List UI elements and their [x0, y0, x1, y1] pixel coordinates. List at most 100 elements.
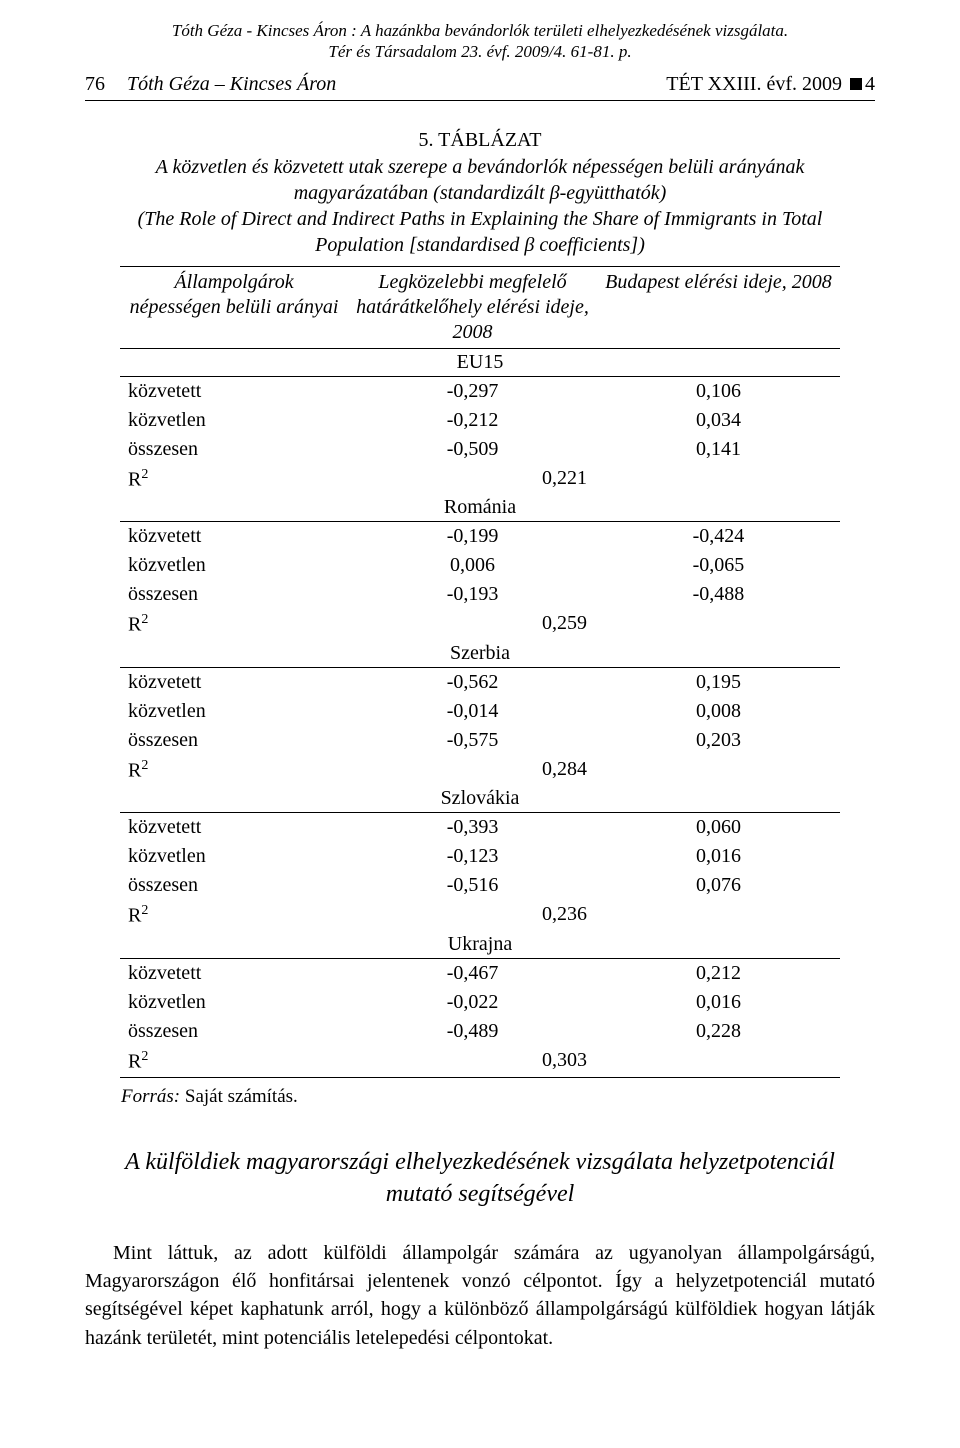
cell-value: -0,297 [348, 376, 597, 406]
cell-value: -0,123 [348, 842, 597, 871]
cell-value: 0,212 [597, 959, 840, 989]
cell-value: 0,008 [597, 697, 840, 726]
row-label: közvetett [120, 959, 348, 989]
section-name: Szlovákia [120, 785, 840, 813]
page-number: 76 [85, 73, 105, 96]
cell-value: 0,076 [597, 871, 840, 900]
r-squared-label: R2 [120, 1046, 348, 1077]
row-label: közvetlen [120, 842, 348, 871]
cell-value: -0,022 [348, 988, 597, 1017]
row-label: közvetlen [120, 406, 348, 435]
table-caption-hu: A közvetlen és közvetett utak szerepe a … [156, 156, 805, 204]
empty-cell [597, 464, 840, 495]
cell-value: -0,199 [348, 522, 597, 552]
table-section-header: Szerbia [120, 640, 840, 668]
table-section-header: Románia [120, 494, 840, 522]
table-row: közvetlen-0,0140,008 [120, 697, 840, 726]
table-row: összesen-0,4890,228 [120, 1017, 840, 1046]
citation-header: Tóth Géza - Kincses Áron : A hazánkba be… [85, 20, 875, 63]
empty-cell [597, 609, 840, 640]
cell-value: 0,034 [597, 406, 840, 435]
section-name: EU15 [120, 348, 840, 376]
row-label: közvetett [120, 522, 348, 552]
running-head-right: TÉT XXIII. évf. 2009 4 [666, 73, 875, 96]
table-row: közvetlen-0,1230,016 [120, 842, 840, 871]
running-head-authors: Tóth Géza – Kincses Áron [127, 73, 336, 96]
cell-value: -0,509 [348, 435, 597, 464]
table-row: összesen-0,5750,203 [120, 726, 840, 755]
cell-value: 0,203 [597, 726, 840, 755]
citation-line-1: Tóth Géza - Kincses Áron : A hazánkba be… [172, 21, 788, 40]
table-row: közvetlen-0,2120,034 [120, 406, 840, 435]
table-row: közvetett-0,199-0,424 [120, 522, 840, 552]
cell-value: -0,014 [348, 697, 597, 726]
row-label: összesen [120, 435, 348, 464]
table-row: közvetett-0,3930,060 [120, 813, 840, 843]
r-squared-label: R2 [120, 755, 348, 786]
table-row: összesen-0,5090,141 [120, 435, 840, 464]
r-squared-row: R20,284 [120, 755, 840, 786]
col-header-3: Budapest elérési ideje, 2008 [597, 266, 840, 348]
table-row: közvetlen-0,0220,016 [120, 988, 840, 1017]
row-label: közvetett [120, 376, 348, 406]
section-title: A külföldiek magyarországi elhelyezkedés… [125, 1146, 835, 1211]
cell-value: -0,488 [597, 580, 840, 609]
table-section-header: EU15 [120, 348, 840, 376]
body-paragraph: Mint láttuk, az adott külföldi állampolg… [85, 1239, 875, 1353]
table-caption-en: (The Role of Direct and Indirect Paths i… [138, 208, 823, 256]
col-header-1: Állampolgárok népességen belüli arányai [120, 266, 348, 348]
table-row: közvetett-0,5620,195 [120, 667, 840, 697]
issue-number: 4 [865, 73, 875, 95]
table-caption: A közvetlen és közvetett utak szerepe a … [115, 154, 845, 258]
running-head-left: 76 Tóth Géza – Kincses Áron [85, 73, 336, 96]
row-label: összesen [120, 1017, 348, 1046]
table-number: 5. TÁBLÁZAT [85, 129, 875, 152]
r-squared-row: R20,221 [120, 464, 840, 495]
table-row: közvetlen0,006-0,065 [120, 551, 840, 580]
row-label: közvetlen [120, 551, 348, 580]
citation-line-2: Tér és Társadalom 23. évf. 2009/4. 61-81… [328, 42, 631, 61]
table-row: összesen-0,193-0,488 [120, 580, 840, 609]
table-row: összesen-0,5160,076 [120, 871, 840, 900]
cell-value: -0,489 [348, 1017, 597, 1046]
r-squared-value: 0,284 [348, 755, 597, 786]
section-name: Románia [120, 494, 840, 522]
cell-value: 0,195 [597, 667, 840, 697]
r-squared-value: 0,236 [348, 900, 597, 931]
source-text: Saját számítás. [180, 1086, 298, 1107]
cell-value: 0,228 [597, 1017, 840, 1046]
source-label: Forrás: [121, 1086, 180, 1107]
journal-ref: TÉT XXIII. évf. 2009 [666, 73, 842, 95]
cell-value: 0,060 [597, 813, 840, 843]
row-label: összesen [120, 580, 348, 609]
row-label: közvetlen [120, 697, 348, 726]
cell-value: 0,016 [597, 988, 840, 1017]
r-squared-label: R2 [120, 464, 348, 495]
cell-value: -0,467 [348, 959, 597, 989]
square-bullet-icon [850, 78, 862, 90]
empty-cell [597, 900, 840, 931]
page: Tóth Géza - Kincses Áron : A hazánkba be… [0, 0, 960, 1392]
cell-value: -0,575 [348, 726, 597, 755]
table-section-header: Ukrajna [120, 931, 840, 959]
cell-value: 0,016 [597, 842, 840, 871]
r-squared-row: R20,236 [120, 900, 840, 931]
cell-value: 0,106 [597, 376, 840, 406]
empty-cell [597, 755, 840, 786]
cell-value: -0,193 [348, 580, 597, 609]
cell-value: -0,393 [348, 813, 597, 843]
cell-value: -0,212 [348, 406, 597, 435]
row-label: összesen [120, 871, 348, 900]
r-squared-label: R2 [120, 900, 348, 931]
section-name: Ukrajna [120, 931, 840, 959]
table-row: közvetett-0,2970,106 [120, 376, 840, 406]
cell-value: -0,065 [597, 551, 840, 580]
cell-value: -0,516 [348, 871, 597, 900]
r-squared-value: 0,221 [348, 464, 597, 495]
row-label: összesen [120, 726, 348, 755]
table-section-header: Szlovákia [120, 785, 840, 813]
row-label: közvetett [120, 667, 348, 697]
data-table: Állampolgárok népességen belüli arányai … [120, 266, 840, 1078]
cell-value: -0,424 [597, 522, 840, 552]
running-head: 76 Tóth Géza – Kincses Áron TÉT XXIII. é… [85, 73, 875, 101]
